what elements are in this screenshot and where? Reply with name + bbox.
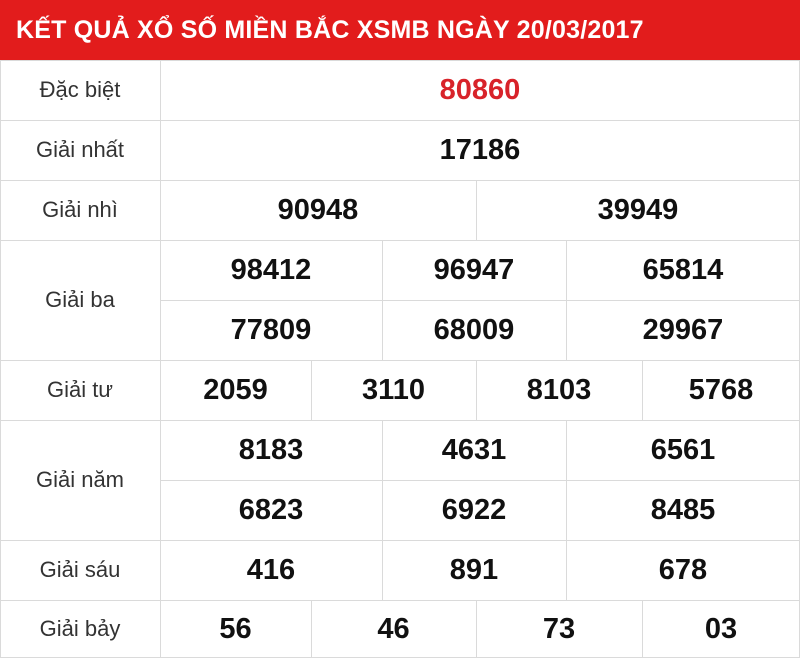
prize-label-second: Giải nhì: [42, 197, 118, 222]
results-table: Đặc biệt 80860 Giải nhất 17186 Giải nhì …: [0, 60, 800, 658]
column-divider: [642, 600, 643, 658]
column-divider: [160, 60, 161, 658]
third-prize-number: 98412: [230, 253, 312, 286]
fourth-prize-number: 5768: [688, 373, 754, 406]
sixth-prize-number: 678: [658, 553, 708, 586]
prize-label-seventh: Giải bảy: [39, 616, 121, 641]
sixth-prize-number: 416: [246, 553, 296, 586]
row-divider: [0, 657, 800, 658]
third-prize-number: 29967: [642, 313, 724, 346]
seventh-prize-number: 73: [542, 612, 576, 645]
prize-label-fourth: Giải tư: [46, 377, 114, 402]
row-divider: [0, 180, 800, 181]
column-divider: [642, 360, 643, 420]
fifth-prize-number: 6922: [441, 493, 507, 526]
row-divider: [0, 540, 800, 541]
second-prize-number: 90948: [277, 193, 359, 226]
fourth-prize-number: 8103: [526, 373, 592, 406]
row-divider: [160, 300, 800, 301]
row-divider: [0, 240, 800, 241]
column-divider: [566, 420, 567, 600]
row-divider: [0, 360, 800, 361]
second-prize-number: 39949: [597, 193, 679, 226]
column-divider: [476, 180, 477, 240]
fourth-prize-number: 2059: [203, 373, 268, 406]
row-divider: [0, 60, 800, 61]
third-prize-number: 65814: [642, 253, 724, 286]
fifth-prize-number: 8485: [650, 493, 716, 526]
prize-label-fifth: Giải năm: [35, 467, 125, 492]
row-divider: [160, 480, 800, 481]
prize-label-special: Đặc biệt: [39, 77, 121, 102]
third-prize-number: 77809: [230, 313, 312, 346]
seventh-prize-number: 46: [377, 612, 410, 645]
page-title: KẾT QUẢ XỔ SỐ MIỀN BẮC XSMB NGÀY 20/03/2…: [16, 16, 644, 44]
row-divider: [0, 120, 800, 121]
results-header: KẾT QUẢ XỔ SỐ MIỀN BẮC XSMB NGÀY 20/03/2…: [0, 0, 800, 60]
column-divider: [0, 60, 1, 658]
seventh-prize-number: 56: [219, 612, 252, 645]
prize-label-first: Giải nhất: [35, 137, 125, 162]
third-prize-number: 68009: [433, 313, 515, 346]
first-prize-number: 17186: [439, 133, 521, 166]
column-divider: [476, 360, 477, 420]
row-divider: [0, 600, 800, 601]
seventh-prize-number: 03: [704, 612, 738, 645]
sixth-prize-number: 891: [449, 553, 499, 586]
prize-label-third: Giải ba: [45, 287, 115, 312]
column-divider: [382, 420, 383, 600]
fifth-prize-number: 6823: [238, 493, 304, 526]
prize-label-sixth: Giải sáu: [39, 557, 121, 582]
column-divider: [382, 240, 383, 360]
column-divider: [311, 360, 312, 420]
fifth-prize-number: 6561: [650, 433, 716, 466]
column-divider: [476, 600, 477, 658]
third-prize-number: 96947: [433, 253, 515, 286]
fifth-prize-number: 4631: [441, 433, 507, 466]
fifth-prize-number: 8183: [238, 433, 304, 466]
column-divider: [566, 240, 567, 360]
row-divider: [0, 420, 800, 421]
column-divider: [311, 600, 312, 658]
fourth-prize-number: 3110: [362, 373, 425, 406]
special-prize-number: 80860: [439, 73, 521, 106]
